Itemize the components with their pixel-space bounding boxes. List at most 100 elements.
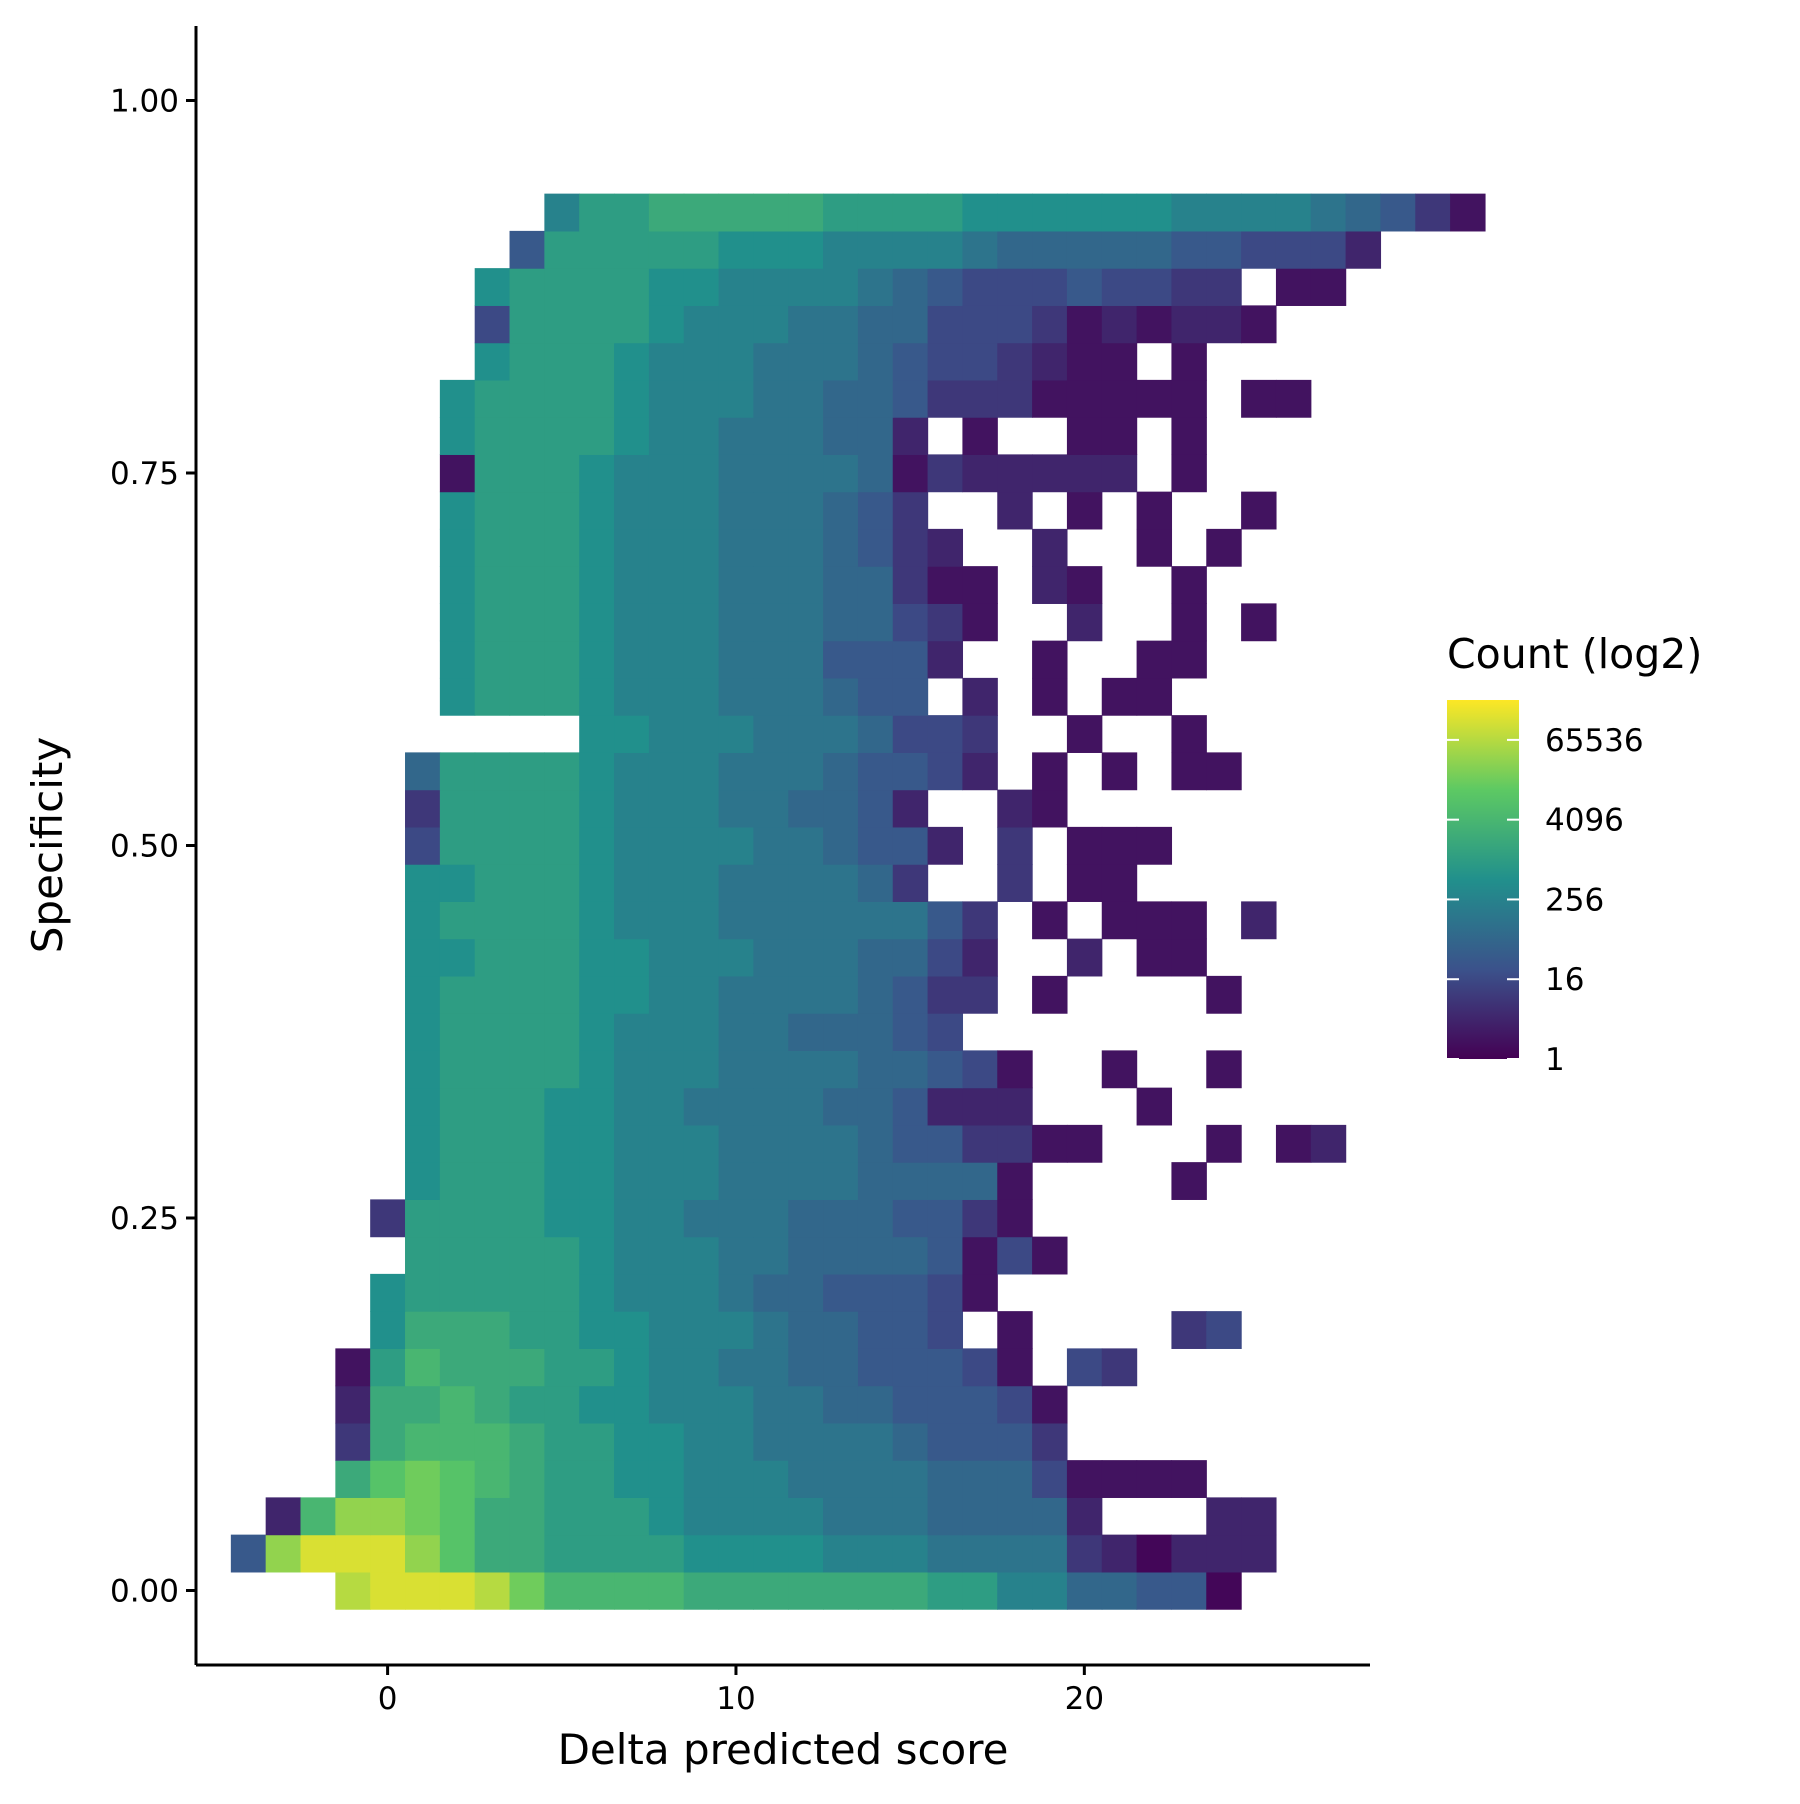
- heatmap-cell: [1171, 230, 1207, 269]
- heatmap-cell: [962, 603, 998, 642]
- heatmap-cell: [579, 193, 615, 232]
- heatmap-cell: [439, 1087, 476, 1126]
- heatmap-cell: [648, 715, 685, 753]
- heatmap-cell: [614, 938, 650, 977]
- heatmap-cell: [1136, 826, 1173, 865]
- heatmap-cell: [405, 1087, 441, 1126]
- heatmap-cell: [927, 640, 964, 679]
- heatmap-cell: [857, 379, 894, 418]
- heatmap-cell: [683, 901, 720, 940]
- heatmap-cell: [683, 1534, 720, 1573]
- heatmap-cell: [683, 379, 720, 418]
- heatmap-cell: [579, 454, 615, 493]
- heatmap-cell: [823, 528, 859, 567]
- heatmap-cell: [544, 454, 580, 493]
- heatmap-cell: [439, 1497, 476, 1536]
- heatmap-cell: [474, 491, 511, 530]
- heatmap-cell: [997, 1497, 1033, 1536]
- heatmap-cell: [788, 1311, 824, 1349]
- heatmap-cell: [1241, 193, 1277, 232]
- heatmap-cell: [1101, 1534, 1138, 1573]
- heatmap-cell: [474, 789, 511, 828]
- heatmap-cell: [927, 305, 964, 344]
- heatmap-cell: [474, 1273, 511, 1312]
- heatmap-cell: [405, 1273, 441, 1312]
- heatmap-cell: [439, 826, 476, 865]
- heatmap-cell: [823, 826, 859, 865]
- heatmap-cell: [683, 1385, 720, 1424]
- heatmap-cell: [439, 1124, 476, 1163]
- heatmap-cell: [857, 305, 894, 344]
- heatmap-cell: [753, 1162, 789, 1200]
- axis-ticks: 0 10 20 0.00 0.25 0.50 0.75 1.00: [110, 84, 1104, 1718]
- heatmap-cell: [927, 1385, 964, 1424]
- heatmap-cell: [579, 1497, 615, 1536]
- heatmap-cell: [962, 677, 998, 716]
- heatmap-cell: [1101, 417, 1138, 455]
- heatmap-cells: [230, 193, 1486, 1610]
- heatmap-cell: [857, 1236, 894, 1275]
- heatmap-cell: [718, 1236, 754, 1275]
- heatmap-cell: [823, 305, 859, 344]
- heatmap-cell: [857, 1348, 894, 1387]
- heatmap-cell: [1101, 1460, 1138, 1498]
- heatmap-cell: [439, 1534, 476, 1573]
- heatmap-cell: [823, 603, 859, 642]
- heatmap-cell: [857, 528, 894, 567]
- heatmap-cell: [997, 1534, 1033, 1573]
- heatmap-cell: [927, 193, 964, 232]
- heatmap-cell: [370, 1348, 406, 1387]
- heatmap-cell: [718, 1497, 754, 1536]
- heatmap-cell: [579, 826, 615, 865]
- heatmap-cell: [1136, 1534, 1173, 1573]
- heatmap-cell: [579, 268, 615, 306]
- heatmap-cell: [370, 1460, 406, 1498]
- heatmap-cell: [579, 230, 615, 269]
- heatmap-cell: [370, 1571, 406, 1610]
- heatmap-cell: [544, 342, 580, 381]
- heatmap-cell: [579, 491, 615, 530]
- heatmap-cell: [544, 1162, 580, 1200]
- heatmap-cell: [474, 1348, 511, 1387]
- heatmap-cell: [1171, 901, 1207, 940]
- heatmap-cell: [718, 454, 754, 493]
- heatmap-cell: [857, 752, 894, 791]
- heatmap-cell: [579, 528, 615, 567]
- heatmap-cell: [544, 901, 580, 940]
- heatmap-cell: [579, 640, 615, 679]
- heatmap-cell: [683, 342, 720, 381]
- heatmap-cell: [1066, 1124, 1103, 1163]
- heatmap-cell: [648, 752, 685, 791]
- heatmap-cell: [823, 864, 859, 902]
- heatmap-cell: [474, 1087, 511, 1126]
- heatmap-cell: [788, 938, 824, 977]
- heatmap-cell: [718, 1273, 754, 1312]
- heatmap-cell: [892, 1311, 929, 1349]
- heatmap-cell: [927, 342, 964, 381]
- heatmap-cell: [614, 975, 650, 1014]
- heatmap-cell: [1275, 230, 1312, 269]
- heatmap-cell: [1310, 1124, 1347, 1163]
- heatmap-cell: [788, 305, 824, 344]
- heatmap-cell: [1032, 1497, 1068, 1536]
- heatmap-cell: [788, 1422, 824, 1461]
- heatmap-cell: [614, 603, 650, 642]
- heatmap-cell: [405, 1534, 441, 1573]
- heatmap-cell: [927, 1348, 964, 1387]
- heatmap-cell: [1206, 1534, 1242, 1573]
- heatmap-cell: [788, 789, 824, 828]
- heatmap-cell: [788, 454, 824, 493]
- heatmap-cell: [1101, 342, 1138, 381]
- heatmap-cell: [335, 1422, 371, 1461]
- heatmap-cell: [579, 1087, 615, 1126]
- heatmap-cell: [997, 268, 1033, 306]
- heatmap-cell: [544, 640, 580, 679]
- heatmap-cell: [544, 1236, 580, 1275]
- heatmap-cell: [370, 1422, 406, 1461]
- heatmap-cell: [962, 305, 998, 344]
- heatmap-cell: [857, 901, 894, 940]
- heatmap-cell: [753, 230, 789, 269]
- heatmap-cell: [1032, 752, 1068, 791]
- heatmap-cell: [474, 603, 511, 642]
